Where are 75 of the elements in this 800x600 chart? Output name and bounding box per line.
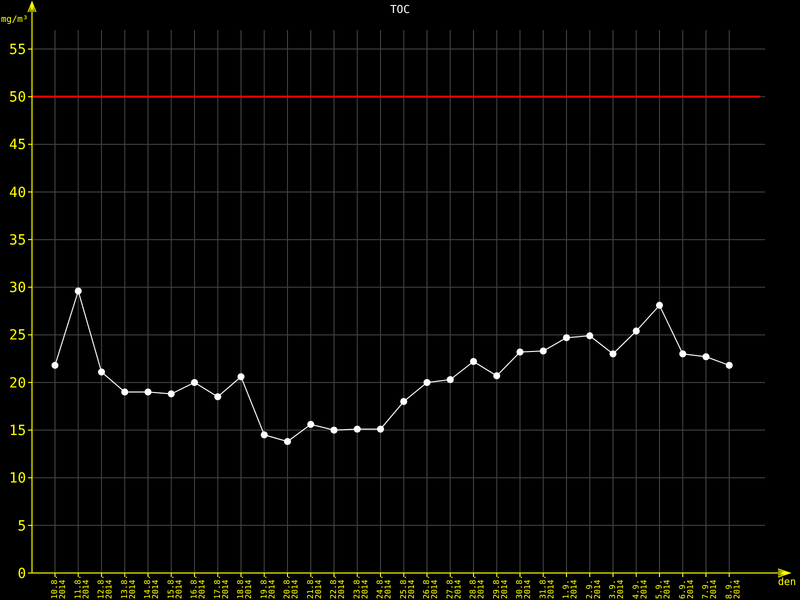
point bbox=[377, 426, 384, 433]
y-axis-title: mg/m³ bbox=[1, 15, 28, 25]
point bbox=[610, 350, 616, 358]
point bbox=[586, 332, 594, 340]
x-tick-label: 31.8. 2014 bbox=[538, 574, 556, 599]
x-tick-label: 12.8. 2014 bbox=[96, 574, 114, 599]
x-tick-label: 25.8. 2014 bbox=[398, 574, 416, 599]
point bbox=[702, 353, 710, 360]
point bbox=[493, 372, 500, 380]
point bbox=[446, 376, 454, 384]
x-tick-label: 16.8. 2014 bbox=[190, 574, 206, 599]
chart-title: TOC bbox=[390, 3, 410, 16]
x-tick-label: 7.9. 2014 bbox=[701, 580, 718, 599]
x-tick-label: 26.8. 2014 bbox=[422, 574, 439, 599]
x-tick-label: 23.8. 2014 bbox=[352, 574, 370, 599]
x-tick-label: 30.8. 2014 bbox=[515, 574, 532, 599]
point bbox=[516, 348, 524, 356]
y-tick-label: 10 bbox=[9, 470, 26, 487]
point bbox=[214, 393, 222, 400]
point bbox=[563, 334, 570, 342]
point bbox=[330, 426, 338, 434]
y-tick-label: 30 bbox=[9, 280, 26, 296]
x-tick-label: 19.8. 2014 bbox=[259, 574, 276, 599]
x-tick-label: 1.9. 2014 bbox=[562, 580, 578, 599]
x-tick-label: 10.8. 2014 bbox=[50, 574, 67, 599]
point bbox=[632, 328, 640, 335]
point bbox=[540, 348, 547, 355]
x-tick-label: 27.8. 2014 bbox=[445, 574, 462, 599]
y-tick-label: 40 bbox=[9, 184, 26, 201]
point bbox=[354, 426, 361, 433]
point bbox=[656, 302, 663, 309]
x-tick-label: 4.9. 2014 bbox=[631, 580, 648, 599]
x-tick-label: 14.8. 2014 bbox=[143, 574, 160, 599]
x-tick-label: 29.8. 2014 bbox=[492, 574, 509, 599]
point bbox=[470, 358, 477, 366]
point bbox=[424, 378, 430, 386]
point bbox=[121, 388, 128, 396]
point bbox=[260, 431, 268, 438]
x-tick-label: 8.9. 2014 bbox=[724, 580, 742, 599]
y-tick-label: 15 bbox=[9, 423, 26, 440]
point bbox=[98, 368, 105, 376]
point bbox=[284, 438, 291, 446]
y-tick-label: 20 bbox=[9, 375, 26, 392]
point bbox=[168, 390, 175, 398]
x-tick-label: 20.8. 2014 bbox=[282, 574, 300, 599]
x-tick-label: 21.8. 2014 bbox=[306, 574, 323, 599]
x-tick-label: 24.8. 2014 bbox=[376, 574, 392, 599]
point bbox=[144, 388, 152, 396]
x-tick-label: 17.8. 2014 bbox=[212, 574, 230, 599]
point bbox=[307, 420, 314, 428]
x-tick-label: 28.8. 2014 bbox=[468, 574, 486, 599]
y-tick-label: 45 bbox=[9, 137, 26, 154]
x-tick-label: 6.9. 2014 bbox=[678, 580, 695, 599]
point bbox=[74, 288, 82, 295]
x-tick-label: 15.8. 2014 bbox=[166, 574, 184, 599]
x-tick-label: 2.9. 2014 bbox=[584, 580, 602, 599]
x-tick-label: 3.9. 2014 bbox=[608, 580, 625, 599]
y-tick-label: 0 bbox=[18, 566, 26, 582]
y-tick-label: 25 bbox=[9, 328, 26, 344]
point bbox=[679, 350, 686, 358]
y-tick-label: 55 bbox=[9, 42, 26, 58]
x-tick-label: 18.8. 2014 bbox=[236, 574, 253, 599]
y-tick-label: 35 bbox=[9, 232, 26, 248]
y-tick-label: 5 bbox=[18, 518, 26, 534]
x-tick-label: 11.8. 2014 bbox=[73, 574, 90, 599]
x-tick-label: 5.9. 2014 bbox=[654, 580, 672, 599]
x-tick-label: 22.8. 2014 bbox=[329, 574, 346, 599]
point bbox=[52, 362, 58, 369]
x-tick-label: 13.8. 2014 bbox=[120, 574, 137, 599]
point bbox=[400, 398, 408, 406]
y-tick-label: 50 bbox=[9, 90, 26, 106]
point bbox=[726, 362, 733, 369]
x-axis-title: den bbox=[778, 577, 796, 588]
point bbox=[238, 373, 244, 380]
point bbox=[191, 378, 198, 386]
